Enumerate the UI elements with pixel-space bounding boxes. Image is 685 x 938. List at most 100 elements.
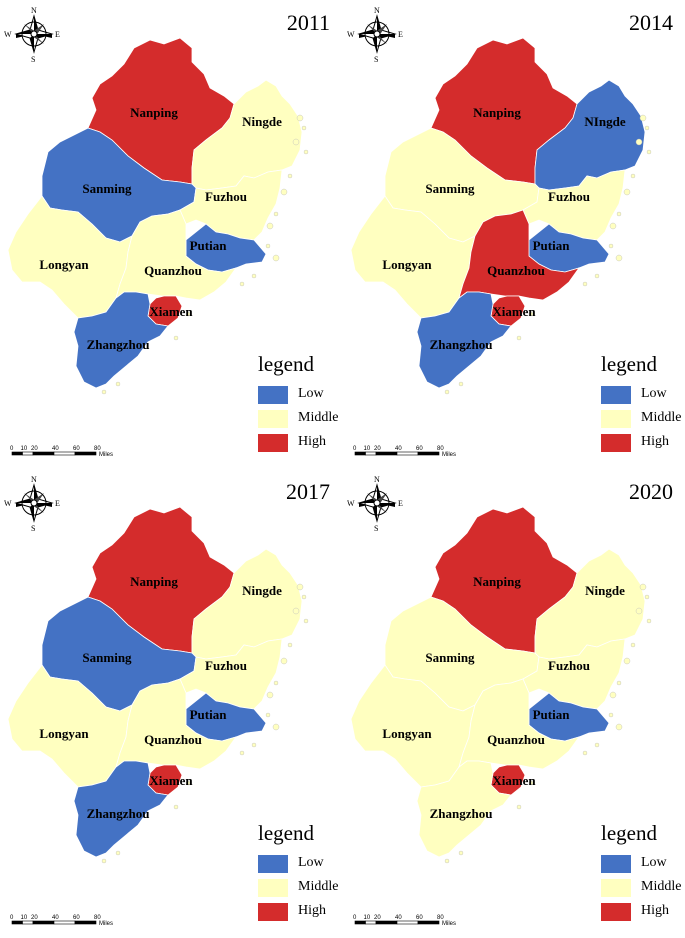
scale-segment [53, 451, 76, 456]
legend-item-middle: Middle [258, 410, 338, 430]
compass-ring [364, 490, 390, 516]
legend-swatch [258, 879, 288, 897]
coastal-island [582, 750, 588, 756]
region-label-fuzhou: Fuzhou [548, 189, 590, 204]
coastal-island [615, 723, 623, 731]
coastal-island [239, 281, 245, 287]
scale-segment [354, 451, 366, 456]
compass-label-w: W [4, 30, 12, 39]
scale-unit-label: Miles [99, 921, 113, 927]
coastal-island [185, 780, 191, 786]
compass-label-s: S [31, 55, 35, 64]
legend-swatch [601, 879, 631, 897]
legend-item-high: High [601, 434, 681, 454]
scale-tick-label: 10 [21, 446, 28, 452]
region-label-sanming: Sanming [82, 181, 132, 196]
scale-segment [74, 451, 97, 456]
legend-label: Middle [641, 410, 682, 425]
region-label-quanzhou: Quanzhou [144, 732, 202, 747]
legend-swatch [601, 855, 631, 873]
coastal-island [639, 583, 647, 591]
legend-swatch [258, 434, 288, 452]
coastal-island [623, 188, 631, 196]
compass-center [30, 30, 38, 38]
scale-tick-label: 20 [374, 915, 381, 921]
scale-tick-label: 40 [395, 915, 402, 921]
year-label: 2011 [286, 10, 330, 35]
legend-item-middle: Middle [601, 879, 681, 899]
map-canvas: Nanping Ningde Sanming Fuzhou Putian Longyan Q… [4, 6, 309, 458]
compass-label-e: E [398, 499, 403, 508]
scale-segment [396, 920, 419, 925]
coastal-island [630, 642, 636, 648]
legend-swatch [258, 903, 288, 921]
region-label-longyan: Longyan [39, 257, 89, 272]
coastal-island [609, 691, 617, 699]
coastal-island [609, 222, 617, 230]
region-label-nanping: Nanping [473, 574, 521, 589]
scale-segment [32, 920, 55, 925]
scale-tick-label: 80 [94, 915, 101, 921]
coastal-island [608, 712, 614, 718]
scale-segment [11, 920, 23, 925]
scale-tick-label: 0 [10, 915, 14, 921]
coastal-island [266, 222, 274, 230]
legend-title: legend [601, 352, 657, 376]
region-label-xiamen: Xiamen [149, 773, 193, 788]
region-fuzhou [179, 169, 283, 241]
scale-tick-label: 20 [31, 446, 38, 452]
region-zhangzhou [73, 291, 169, 389]
coastal-island [239, 750, 245, 756]
coastal-island [639, 114, 647, 122]
scale-segment [396, 451, 419, 456]
coastal-island [444, 389, 450, 395]
coastal-island [616, 211, 622, 217]
scale-tick-label: 60 [73, 915, 80, 921]
coastal-island [272, 723, 280, 731]
region-label-xiamen: Xiamen [492, 304, 536, 319]
compass-label-w: W [347, 499, 355, 508]
region-label-quanzhou: Quanzhou [487, 263, 545, 278]
legend-item-middle: Middle [601, 410, 681, 430]
scale-tick-label: 60 [416, 915, 423, 921]
coastal-island [635, 607, 643, 615]
region-label-ningde: Ningde [585, 583, 625, 598]
year-label: 2020 [629, 479, 673, 504]
scale-segment [22, 920, 34, 925]
map-panel-2014: Nanping NIngde Sanming Fuzhou Putian Longyan Q… [343, 0, 685, 469]
legend-title: legend [601, 821, 657, 845]
region-label-quanzhou: Quanzhou [487, 732, 545, 747]
scale-segment [417, 920, 440, 925]
coastal-island [265, 243, 271, 249]
compass-label-w: W [4, 499, 12, 508]
region-zhangzhou [416, 291, 512, 389]
region-label-putian: Putian [190, 707, 228, 722]
compass-label-s: S [374, 55, 378, 64]
year-label: 2017 [286, 479, 330, 504]
region-fuzhou [522, 638, 626, 710]
scale-segment [354, 920, 366, 925]
legend-label: Middle [298, 410, 339, 425]
legend-label: Low [641, 855, 667, 870]
compass-rose: N S E W [347, 6, 403, 64]
scale-tick-label: 60 [416, 446, 423, 452]
coastal-island [265, 712, 271, 718]
coastal-island [608, 243, 614, 249]
coastal-island [292, 607, 300, 615]
legend-label: Middle [298, 879, 339, 894]
map-panel-2011: Nanping Ningde Sanming Fuzhou Putian Longyan Q… [0, 0, 342, 469]
compass-label-n: N [374, 6, 380, 15]
scale-segment [32, 451, 55, 456]
coastal-island [272, 254, 280, 262]
legend-item-low: Low [258, 855, 338, 875]
scale-tick-label: 0 [10, 446, 14, 452]
legend-title: legend [258, 821, 314, 845]
coastal-island [173, 335, 179, 341]
scale-unit-label: Miles [442, 452, 456, 458]
legend-title: legend [258, 352, 314, 376]
region-label-putian: Putian [190, 238, 228, 253]
coastal-island [296, 114, 304, 122]
legend-label: Low [298, 386, 324, 401]
region-label-zhangzhou: Zhangzhou [87, 806, 150, 821]
